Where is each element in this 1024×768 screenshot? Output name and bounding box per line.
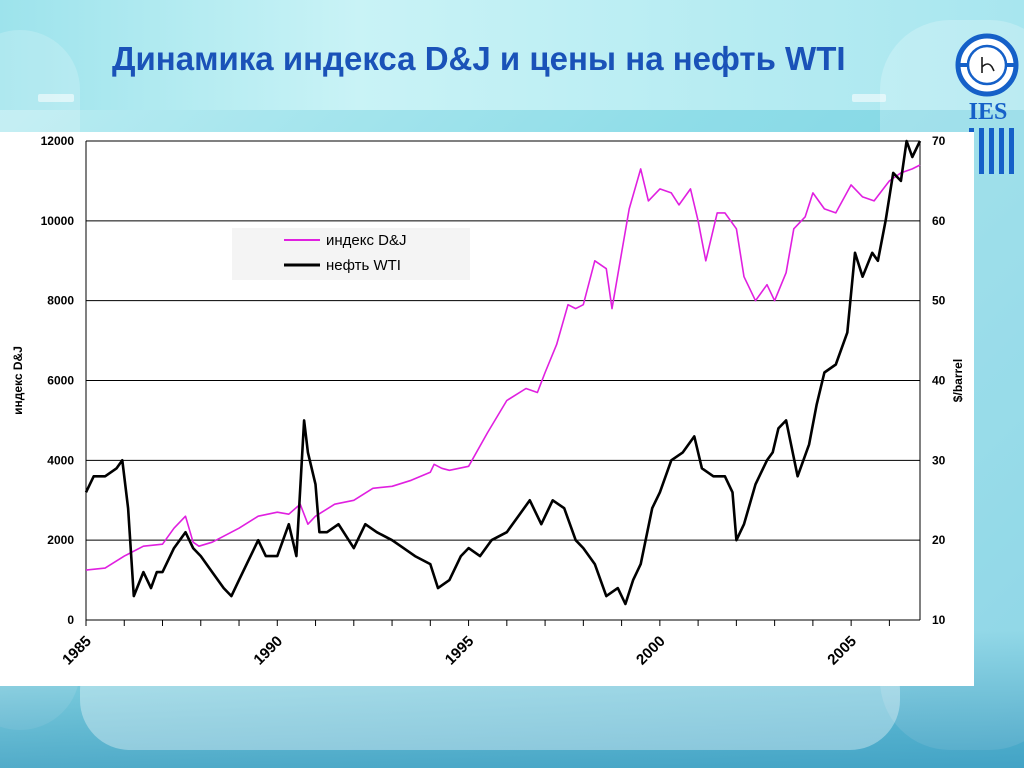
y-tick-label-right: 10	[932, 613, 946, 627]
x-tick-label: 2005	[824, 633, 860, 669]
grid-lines	[86, 140, 920, 621]
y-tick-label-right: 40	[932, 374, 946, 388]
y-tick-label-right: 70	[932, 134, 946, 148]
x-tick-label: 1990	[250, 633, 286, 669]
slide-title: Динамика индекса D&J и цены на нефть WTI	[112, 40, 846, 77]
dj-wti-chart: 0 2000 4000 6000 8000 10000 12000 10 20 30 40 50 60 7…	[11, 134, 965, 668]
chart-panel: 0 2000 4000 6000 8000 10000 12000 10 20 30 40 50 60 7…	[0, 132, 974, 686]
x-tick-label: 2000	[633, 633, 669, 669]
y-tick-label-left: 12000	[41, 134, 75, 148]
y-tick-label-right: 50	[932, 294, 946, 308]
logo-text: IES	[969, 99, 1008, 125]
legend-label-wti: нефть WTI	[326, 257, 401, 274]
y-tick-label-right: 60	[932, 214, 946, 228]
series-lines	[84, 139, 922, 606]
x-tick-label: 1985	[59, 633, 95, 669]
legend-label-dj: индекс D&J	[326, 232, 407, 249]
y-tick-label-right: 20	[932, 533, 946, 547]
y-tick-label-right: 30	[932, 453, 946, 467]
y-tick-label-left: 10000	[41, 214, 75, 228]
y-tick-label-left: 2000	[47, 533, 74, 547]
slide-decor-dash-right	[852, 94, 886, 102]
legend: индекс D&J нефть WTI	[232, 228, 470, 280]
ies-logo-icon: IES	[955, 33, 1019, 174]
legend-box	[232, 228, 470, 280]
y-tick-label-left: 6000	[47, 374, 74, 388]
y-tick-label-left: 4000	[47, 453, 74, 467]
series-line-wti	[84, 139, 922, 606]
y-axis-title-left: индекс D&J	[11, 346, 25, 415]
x-tick-label: 1995	[442, 633, 478, 669]
axes: 0 2000 4000 6000 8000 10000 12000 10 20 30 40 50 60 7…	[41, 134, 946, 668]
y-tick-label-left: 0	[67, 613, 74, 627]
series-line-dj	[85, 164, 921, 571]
y-tick-label-left: 8000	[47, 294, 74, 308]
slide-decor-dash-left	[38, 94, 74, 102]
y-axis-title-right: $/barrel	[951, 359, 965, 402]
